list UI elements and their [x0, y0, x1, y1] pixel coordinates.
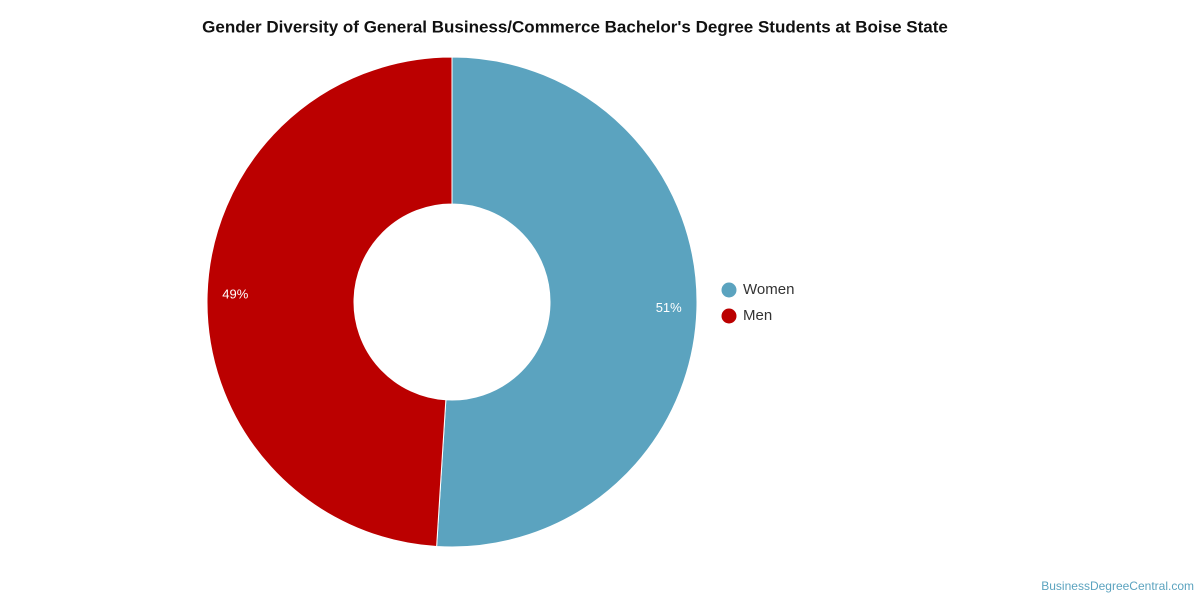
donut-slice [436, 56, 698, 548]
chart-title: Gender Diversity of General Business/Com… [202, 17, 948, 36]
legend-label: Women [743, 281, 794, 298]
donut-slice [206, 56, 453, 548]
legend-marker [721, 282, 737, 298]
legend-marker [721, 308, 737, 324]
value-label: 49% [222, 287, 248, 302]
value-label: 51% [656, 300, 682, 315]
legend-label: Men [743, 307, 772, 324]
watermark: BusinessDegreeCentral.com [1041, 579, 1194, 593]
